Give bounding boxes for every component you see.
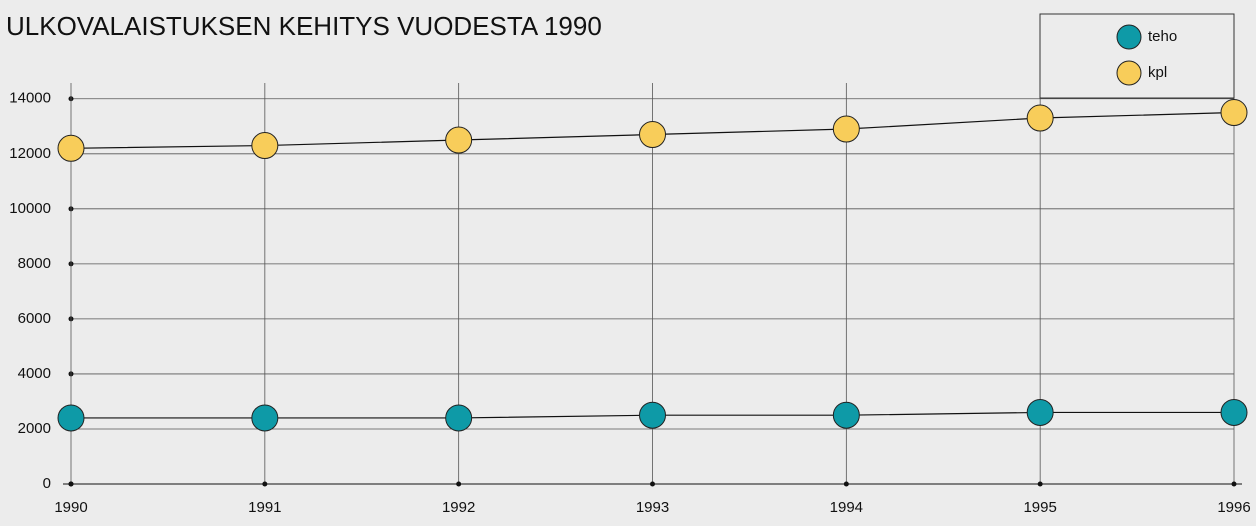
point [1026, 398, 1054, 426]
y-tick-label: 10000 [9, 200, 51, 217]
legend-swatch [1116, 60, 1142, 86]
point [832, 401, 860, 429]
legend-box [1039, 13, 1235, 99]
x-tick-label: 1991 [248, 499, 281, 516]
point [57, 404, 85, 432]
point [1220, 99, 1248, 127]
y-tick-label: 6000 [18, 310, 51, 327]
x-tick-label: 1993 [636, 499, 669, 516]
y-tick-label: 8000 [18, 255, 51, 272]
point [639, 121, 666, 149]
x-tick-label: 1994 [830, 499, 863, 516]
point [57, 134, 85, 162]
y-tick-label: 2000 [18, 420, 51, 437]
point [251, 404, 279, 432]
x-tick-label: 1996 [1217, 499, 1250, 516]
chart-title: ULKOVALAISTUKSEN KEHITYS VUODESTA 1990 [6, 11, 602, 41]
point [639, 401, 666, 429]
point [445, 404, 473, 432]
x-tick-label: 1995 [1023, 499, 1056, 516]
point [251, 132, 279, 160]
x-tick-label: 1990 [54, 499, 87, 516]
y-tick-label: 12000 [9, 145, 51, 162]
y-tick-label: 0 [43, 475, 51, 492]
legend-label: kpl [1148, 64, 1167, 81]
point [1220, 398, 1248, 426]
y-tick-label: 14000 [9, 90, 51, 107]
point [445, 126, 473, 154]
y-tick-label: 4000 [18, 365, 51, 382]
point [832, 115, 860, 143]
point [1026, 104, 1054, 132]
legend-label: teho [1148, 28, 1177, 45]
x-tick-label: 1992 [442, 499, 475, 516]
legend-swatch [1116, 24, 1142, 50]
